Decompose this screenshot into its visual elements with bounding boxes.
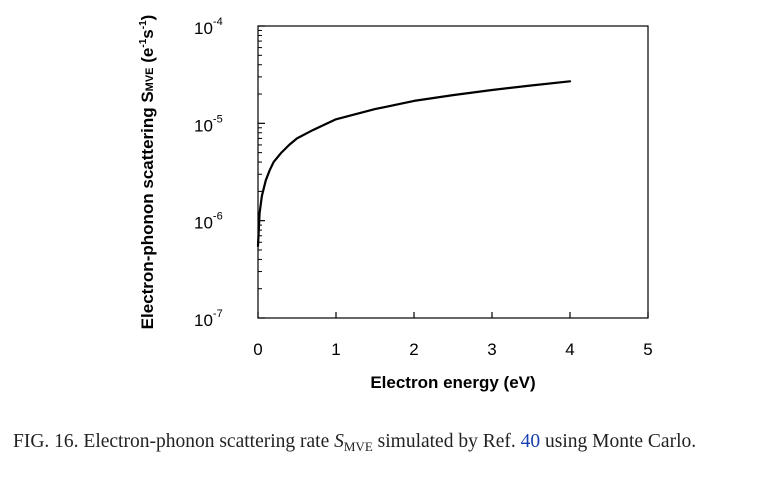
x-tick-label: 3 bbox=[487, 340, 496, 359]
y-axis-label: Electron-phonon scattering SMVE (e-1s-1) bbox=[138, 15, 157, 330]
reference-link[interactable]: 40 bbox=[520, 431, 541, 452]
x-tick-label: 4 bbox=[565, 340, 574, 359]
y-tick-label: 10-4 bbox=[194, 16, 223, 38]
plot-frame bbox=[257, 25, 649, 319]
x-tick-label: 1 bbox=[331, 340, 340, 359]
x-axis-label: Electron energy (eV) bbox=[370, 373, 535, 392]
y-tick-label: 10-6 bbox=[194, 211, 223, 233]
x-tick-label: 0 bbox=[253, 340, 262, 359]
figure-caption: FIG. 16. Electron-phonon scattering rate… bbox=[13, 431, 697, 454]
y-tick-label: 10-5 bbox=[194, 113, 223, 135]
x-axis: 0 1 2 3 4 5 bbox=[253, 312, 653, 359]
series-line bbox=[256, 80, 572, 247]
y-tick-label: 10-7 bbox=[194, 308, 223, 330]
x-tick-label: 5 bbox=[643, 340, 652, 359]
x-tick-label: 2 bbox=[409, 340, 418, 359]
y-axis: 10-4 10-5 10-6 10-7 bbox=[194, 16, 265, 330]
series-layer bbox=[256, 80, 572, 247]
caption-symbol: SMVE bbox=[334, 431, 373, 454]
